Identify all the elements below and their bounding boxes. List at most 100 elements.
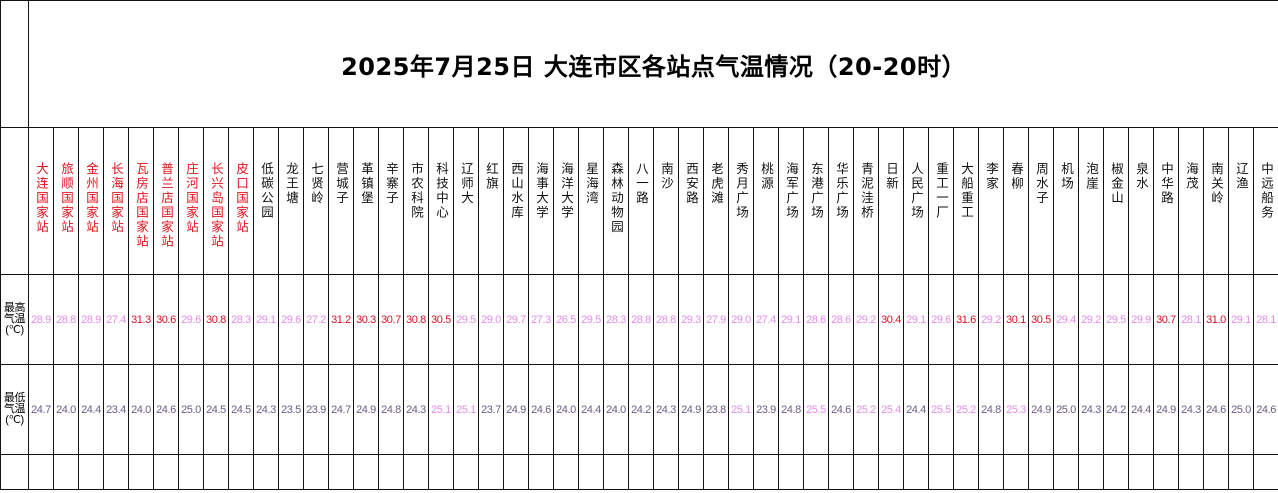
station-name: 西山水库 xyxy=(509,162,524,220)
station-name: 华乐广场 xyxy=(834,162,849,220)
empty-cell xyxy=(1053,454,1079,490)
station-name: 海军广场 xyxy=(784,162,799,220)
max-temp-cell: 30.6 xyxy=(153,274,179,365)
max-temp-cell: 28.6 xyxy=(828,274,854,365)
station-name: 长兴岛国家站 xyxy=(209,162,224,249)
station-header: 普兰店国家站 xyxy=(153,127,179,275)
max-temp-cell: 28.9 xyxy=(28,274,54,365)
max-temp-cell: 28.8 xyxy=(653,274,679,365)
station-header: 华乐广场 xyxy=(828,127,854,275)
station-name: 庄河国家站 xyxy=(184,162,199,235)
empty-cell xyxy=(153,454,179,490)
empty-cell xyxy=(103,454,129,490)
max-temp-cell: 29.1 xyxy=(1228,274,1254,365)
max-temp-cell: 28.3 xyxy=(603,274,629,365)
min-temp-cell: 25.2 xyxy=(953,364,979,455)
min-temp-cell: 24.0 xyxy=(603,364,629,455)
station-name: 椒金山 xyxy=(1109,162,1124,206)
max-temp-row: 最高 气温 (℃) 28.9 28.8 28.9 27.4 31.3 30.6 29.6 30… xyxy=(0,274,1278,365)
max-temp-cell: 28.6 xyxy=(803,274,829,365)
min-temp-cell: 24.0 xyxy=(553,364,579,455)
empty-row xyxy=(0,454,1278,490)
station-name: 大连国家站 xyxy=(34,162,49,235)
station-header: 椒金山 xyxy=(1103,127,1129,275)
empty-cell xyxy=(753,454,779,490)
max-temp-cell: 30.7 xyxy=(1153,274,1179,365)
table-title: 2025年7月25日 大连市区各站点气温情况（20-20时） xyxy=(27,0,1278,128)
label-line: 最低 xyxy=(3,392,26,404)
empty-cell xyxy=(1003,454,1029,490)
empty-cell xyxy=(353,454,379,490)
empty-cell xyxy=(778,454,804,490)
empty-cell xyxy=(453,454,479,490)
station-name: 春柳 xyxy=(1009,162,1024,191)
station-header: 海洋大学 xyxy=(553,127,579,275)
empty-cell xyxy=(178,454,204,490)
empty-cell xyxy=(1252,454,1278,490)
station-header: 桃源 xyxy=(753,127,779,275)
min-temp-cell: 24.8 xyxy=(778,364,804,455)
min-temp-cell: 25.0 xyxy=(178,364,204,455)
station-header: 海军广场 xyxy=(778,127,804,275)
empty-cell xyxy=(428,454,454,490)
station-name: 西安路 xyxy=(684,162,699,206)
min-temp-cell: 24.5 xyxy=(228,364,254,455)
empty-cell xyxy=(803,454,829,490)
station-name: 旅顺国家站 xyxy=(59,162,74,235)
empty-cell xyxy=(53,454,79,490)
station-name: 辽师大 xyxy=(459,162,474,206)
station-name: 老虎滩 xyxy=(709,162,724,206)
station-header: 市农科院 xyxy=(403,127,429,275)
min-temp-cell: 24.9 xyxy=(678,364,704,455)
station-name: 营城子 xyxy=(334,162,349,206)
empty-cell xyxy=(853,454,879,490)
station-header: 东港广场 xyxy=(803,127,829,275)
empty-cell xyxy=(603,454,629,490)
max-temp-cell: 29.2 xyxy=(853,274,879,365)
min-temp-label: 最低 气温 (℃) xyxy=(0,364,29,455)
max-temp-cell: 29.7 xyxy=(503,274,529,365)
empty-cell xyxy=(653,454,679,490)
station-name: 普兰店国家站 xyxy=(159,162,174,249)
max-temp-cell: 27.3 xyxy=(528,274,554,365)
station-header: 红旗 xyxy=(478,127,504,275)
min-temp-cell: 25.1 xyxy=(453,364,479,455)
station-header: 重工一厂 xyxy=(928,127,954,275)
min-temp-row: 最低 气温 (℃) 24.7 24.0 24.4 23.4 24.0 24.6 25.0 24… xyxy=(0,364,1278,455)
empty-cell xyxy=(953,454,979,490)
station-header: 科技中心 xyxy=(428,127,454,275)
station-header: 瓦房店国家站 xyxy=(128,127,154,275)
max-temp-cell: 29.3 xyxy=(678,274,704,365)
station-name: 人民广场 xyxy=(909,162,924,220)
empty-cell xyxy=(703,454,729,490)
station-header: 周水子 xyxy=(1028,127,1054,275)
min-temp-cell: 25.3 xyxy=(1003,364,1029,455)
station-header: 辛寨子 xyxy=(378,127,404,275)
min-temp-cell: 25.0 xyxy=(1228,364,1254,455)
label-line: 最高 xyxy=(3,302,26,314)
station-name: 机场 xyxy=(1059,162,1074,191)
station-header: 星海湾 xyxy=(578,127,604,275)
min-temp-cell: 24.6 xyxy=(1252,364,1278,455)
station-header: 西安路 xyxy=(678,127,704,275)
station-header: 革镇堡 xyxy=(353,127,379,275)
label-line: 气温 xyxy=(3,313,26,325)
max-temp-cell: 28.1 xyxy=(1178,274,1204,365)
station-header: 青泥洼桥 xyxy=(853,127,879,275)
min-temp-cell: 24.6 xyxy=(828,364,854,455)
station-name: 海洋大学 xyxy=(559,162,574,220)
station-name: 龙王塘 xyxy=(284,162,299,206)
max-temp-cell: 29.0 xyxy=(478,274,504,365)
min-temp-cell: 25.0 xyxy=(1053,364,1079,455)
station-name: 中远船务 xyxy=(1259,162,1274,220)
min-temp-cell: 24.9 xyxy=(353,364,379,455)
empty-cell xyxy=(828,454,854,490)
station-name: 重工一厂 xyxy=(934,162,949,220)
min-temp-cell: 23.7 xyxy=(478,364,504,455)
min-temp-cell: 25.5 xyxy=(803,364,829,455)
min-temp-cell: 24.4 xyxy=(78,364,104,455)
station-header: 营城子 xyxy=(328,127,354,275)
station-name: 金州国家站 xyxy=(84,162,99,235)
station-name: 南关岭 xyxy=(1209,162,1224,206)
